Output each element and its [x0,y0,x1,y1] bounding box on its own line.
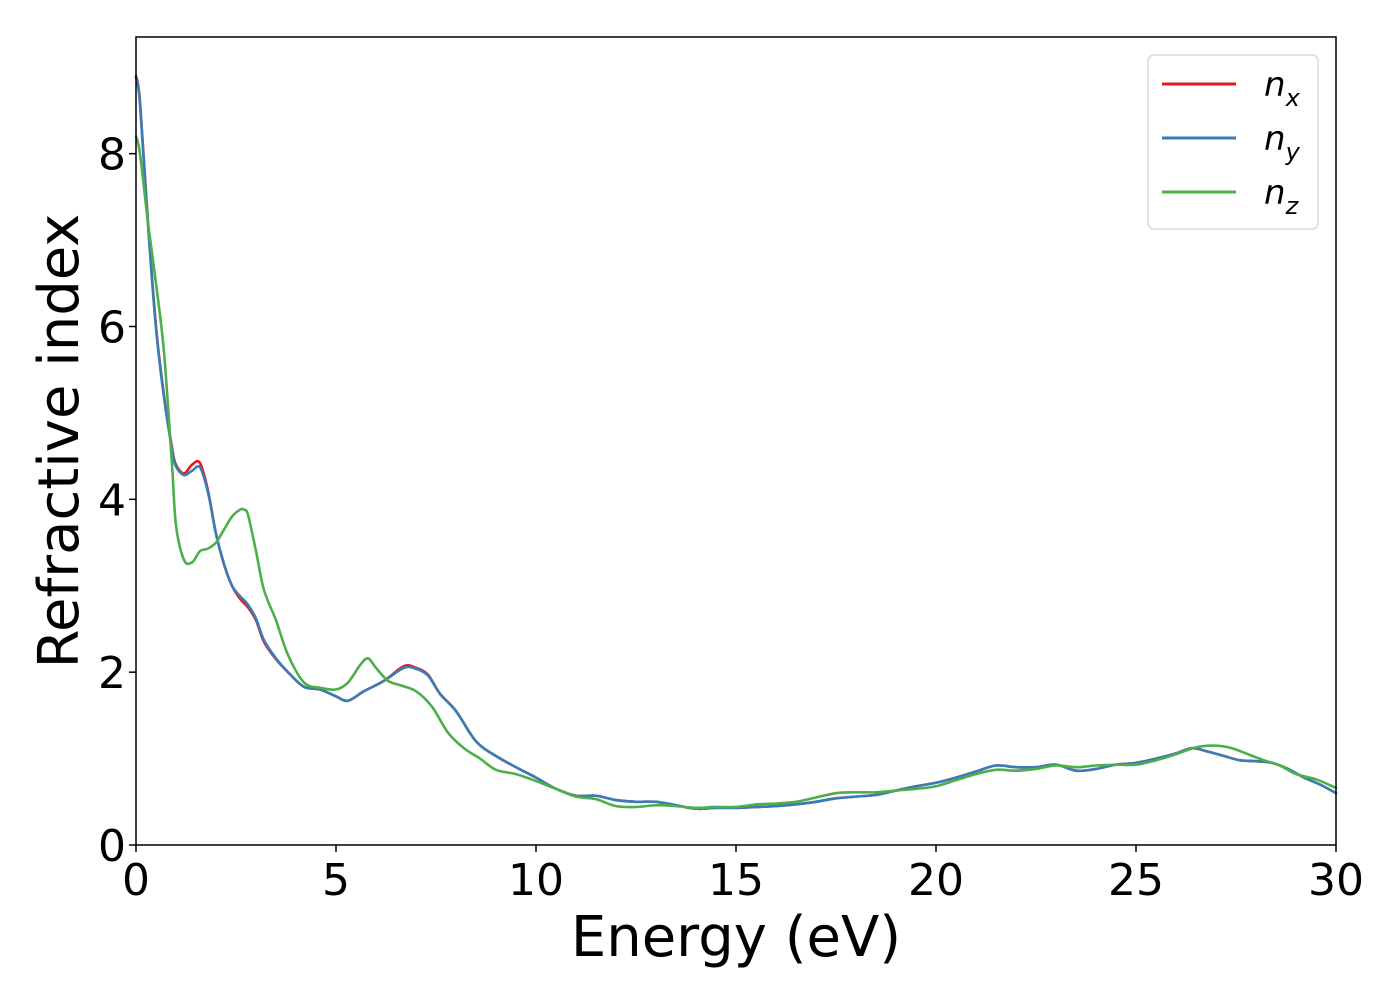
legend-subscript: z [1285,192,1300,220]
x-tick-label: 20 [908,855,964,906]
x-axis-title: Energy (eV) [571,905,901,970]
series-layer [134,74,1338,811]
x-axis-ticks: 0 5 10 15 20 25 30 [122,845,1364,906]
legend-box [1147,54,1319,230]
x-tick-label: 5 [322,855,350,906]
x-tick-label: 10 [508,855,564,906]
y-tick-label: 4 [98,475,126,526]
series-line-nz [134,135,1338,810]
x-tick-label: 15 [708,855,764,906]
y-axis-ticks: 0 2 4 6 8 [98,130,136,872]
y-tick-label: 8 [98,130,126,181]
legend-subscript: x [1285,84,1301,112]
y-tick-label: 2 [98,648,126,699]
x-tick-label: 25 [1108,855,1164,906]
y-axis-title: Refractive index [27,214,92,669]
y-tick-label: 6 [98,302,126,353]
plot-background [136,37,1336,845]
x-tick-label: 30 [1308,855,1364,906]
legend-subscript: y [1285,138,1301,166]
y-tick-label: 0 [98,821,126,872]
x-tick-label: 0 [122,855,150,906]
